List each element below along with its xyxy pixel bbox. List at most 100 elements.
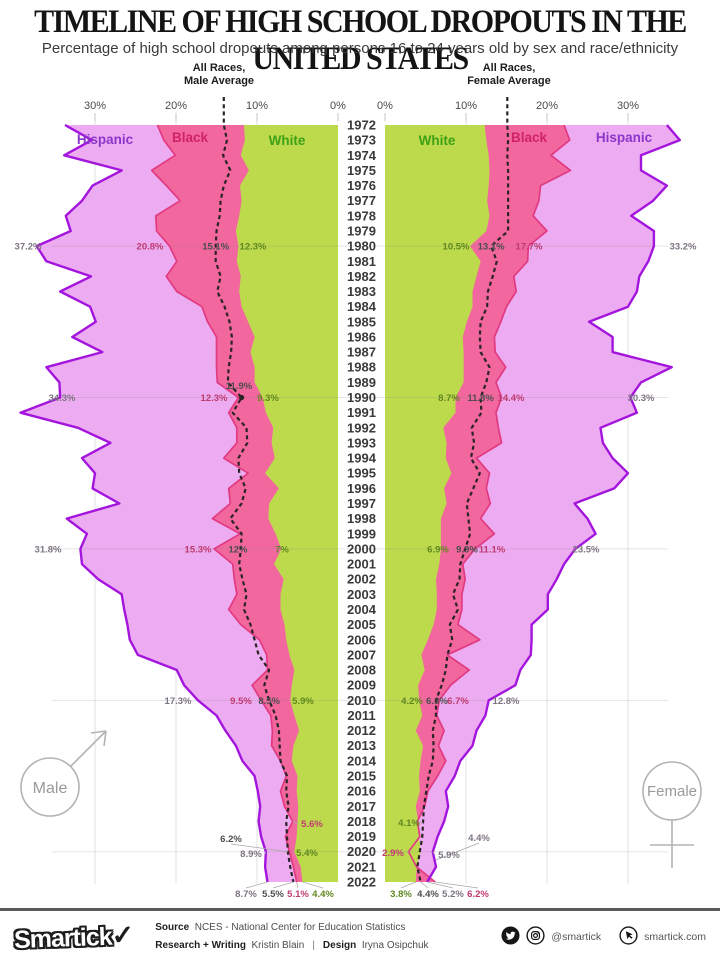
male-symbol-label: Male bbox=[33, 780, 68, 797]
website-cursor-icon[interactable] bbox=[619, 926, 638, 948]
male-symbol-circle bbox=[20, 757, 80, 817]
year-label: 2001 bbox=[347, 557, 376, 572]
year-label: 1991 bbox=[347, 405, 376, 420]
footer: Smartick✓ Source NCES - National Center … bbox=[0, 908, 720, 955]
callout-leader bbox=[264, 851, 267, 855]
year-label: 1983 bbox=[347, 284, 376, 299]
year-label: 2000 bbox=[347, 541, 376, 556]
avg-female-line2: Female Average bbox=[467, 74, 551, 87]
decade-gridlines bbox=[52, 245, 668, 853]
year-label: 2005 bbox=[347, 617, 376, 632]
female-areas bbox=[385, 125, 680, 882]
year-label: 1997 bbox=[347, 496, 376, 511]
year-label: 1974 bbox=[347, 148, 377, 163]
axis: 30% 20% 10% 0% 0% 10% 20% 30% bbox=[84, 100, 639, 121]
website-link[interactable]: smartick.com bbox=[644, 931, 706, 943]
axis-tick-label: 10% bbox=[455, 100, 477, 112]
male-symbol: Male bbox=[20, 730, 107, 817]
female-symbol-label: Female bbox=[647, 783, 697, 800]
callout-leader bbox=[272, 881, 294, 889]
callout-white: 4.2% bbox=[401, 696, 423, 707]
callout-white: 4.4% bbox=[312, 889, 334, 900]
twitter-handle[interactable]: @smartick bbox=[551, 931, 602, 943]
callout-white: 5.4% bbox=[296, 848, 318, 859]
year-label: 2015 bbox=[347, 769, 376, 784]
callout-white: 9.3% bbox=[257, 393, 279, 404]
callout-white: 7% bbox=[275, 544, 289, 555]
female-hispanic-line bbox=[426, 124, 681, 883]
credits-line: Research + Writing Kristin Blain | Design … bbox=[155, 940, 429, 951]
callout-average: 6.2% bbox=[220, 834, 242, 845]
all-races-male-average-label: All Races, Male Average bbox=[149, 62, 289, 88]
callout-hispanic: 17.3% bbox=[165, 696, 192, 707]
year-label: 2022 bbox=[347, 875, 376, 890]
year-label: 1992 bbox=[347, 420, 376, 435]
male-average-line bbox=[214, 97, 295, 883]
callout-average: 12% bbox=[228, 544, 248, 555]
callout-hispanic: 8.9% bbox=[240, 849, 262, 860]
callout-hispanic: 4.4% bbox=[468, 833, 490, 844]
year-label: 1994 bbox=[347, 451, 377, 466]
callout-leader bbox=[420, 881, 429, 889]
callout-average: 11.8% bbox=[467, 393, 494, 404]
year-label: 1989 bbox=[347, 375, 376, 390]
callout-hispanic: 12.8% bbox=[493, 696, 520, 707]
callout-black: 17.7% bbox=[516, 242, 543, 253]
callout-average: 9.9% bbox=[456, 544, 478, 555]
callout-hispanic: 5.9% bbox=[438, 850, 460, 861]
callout-hispanic: 8.7% bbox=[235, 889, 257, 900]
callout-black: 15.3% bbox=[185, 544, 212, 555]
callout-white: 3.8% bbox=[390, 889, 412, 900]
year-label: 1980 bbox=[347, 239, 376, 254]
year-label: 1993 bbox=[347, 435, 376, 450]
year-label: 1995 bbox=[347, 466, 376, 481]
year-label: 2014 bbox=[347, 753, 377, 768]
year-label: 1976 bbox=[347, 178, 376, 193]
year-label: 1984 bbox=[347, 299, 377, 314]
male-black-line bbox=[150, 124, 298, 883]
callout-hispanic: 34.3% bbox=[49, 393, 76, 404]
footer-divider-line bbox=[0, 908, 720, 911]
series-label-white: White bbox=[269, 133, 306, 148]
axis-tick-label: 10% bbox=[246, 100, 268, 112]
year-label: 1981 bbox=[347, 254, 376, 269]
callout-white: 8.7% bbox=[438, 393, 460, 404]
callout-black: 5.6% bbox=[301, 819, 323, 830]
callout-leader bbox=[435, 881, 479, 889]
callout-average: 8.5% bbox=[258, 696, 280, 707]
year-label: 1978 bbox=[347, 208, 376, 223]
axis-tick-label: 30% bbox=[84, 100, 106, 112]
year-label: 2008 bbox=[347, 663, 376, 678]
callout-leader bbox=[418, 821, 424, 824]
male-areas bbox=[20, 125, 338, 882]
instagram-icon[interactable] bbox=[526, 926, 546, 948]
year-label: 2007 bbox=[347, 647, 376, 662]
axis-tick-label: 0% bbox=[377, 100, 393, 112]
smartick-logo: Smartick✓ bbox=[13, 919, 134, 954]
dropout-butterfly-chart: 30% 20% 10% 0% 0% 10% 20% 30%197219731974197519… bbox=[15, 97, 702, 900]
axis-tick-label: 20% bbox=[536, 100, 558, 112]
avg-female-line1: All Races, bbox=[482, 62, 536, 74]
callout-average: 11.9% bbox=[226, 381, 253, 392]
axis-tick-label: 30% bbox=[617, 100, 639, 112]
callout-white: 5.9% bbox=[292, 696, 314, 707]
female-symbol: Female bbox=[642, 761, 702, 868]
year-label: 1979 bbox=[347, 223, 376, 238]
callout-black: 2.9% bbox=[382, 848, 404, 859]
axis-tick-label: 0% bbox=[330, 100, 346, 112]
callouts: 37.2% 20.8% 15.1% 12.3%34.3% 12.3%11.9%9.3%3… bbox=[15, 242, 697, 900]
callout-leader bbox=[296, 881, 299, 889]
callout-black: 14.4% bbox=[498, 393, 525, 404]
year-label: 1990 bbox=[347, 390, 376, 405]
year-label: 1987 bbox=[347, 345, 376, 360]
year-label: 1988 bbox=[347, 360, 376, 375]
twitter-icon[interactable] bbox=[501, 926, 520, 948]
axis-tick-label: 20% bbox=[165, 100, 187, 112]
year-label: 1998 bbox=[347, 511, 376, 526]
callout-leader bbox=[302, 881, 324, 889]
callout-black: 11.1% bbox=[479, 544, 506, 555]
series-label-hispanic: Hispanic bbox=[596, 130, 653, 145]
callout-black: 6.2% bbox=[467, 889, 489, 900]
series-label-white: White bbox=[419, 133, 456, 148]
year-label: 1999 bbox=[347, 526, 376, 541]
